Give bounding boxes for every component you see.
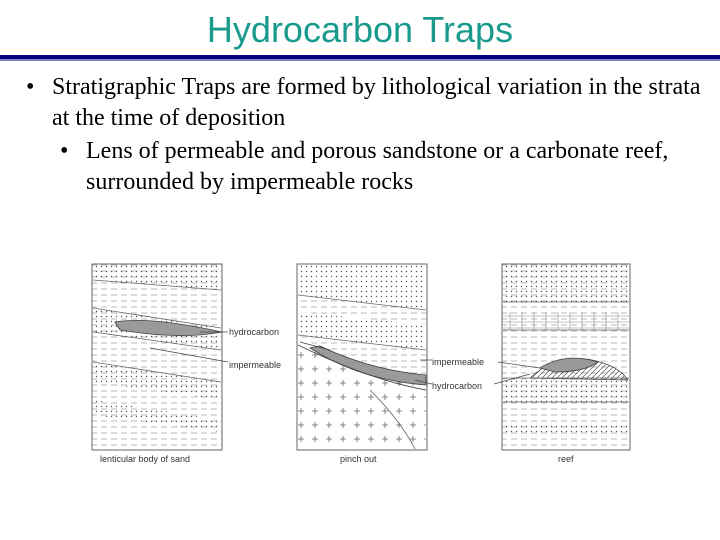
- panel-lenticular: [91, 263, 229, 451]
- caption-lenticular: lenticular body of sand: [100, 454, 190, 464]
- trap-diagrams-svg: hydrocarbon impermeable lenticular body …: [91, 263, 631, 464]
- caption-pinch-out: pinch out: [340, 454, 377, 464]
- sub-bullet-lens: Lens of permeable and porous sandstone o…: [60, 136, 706, 198]
- bullet-stratigraphic-traps: Stratigraphic Traps are formed by lithol…: [26, 72, 706, 134]
- caption-reef: reef: [558, 454, 574, 464]
- label-hydrocarbon-2: hydrocarbon: [432, 381, 482, 391]
- trap-diagrams-figure: hydrocarbon impermeable lenticular body …: [0, 250, 720, 480]
- panel-reef: [493, 263, 631, 451]
- title-divider-shadow: [0, 59, 720, 61]
- slide-title: Hydrocarbon Traps: [206, 9, 514, 50]
- label-impermeable-1: impermeable: [229, 360, 281, 370]
- panel-pinch-out: [296, 263, 433, 451]
- label-impermeable-2: impermeable: [432, 357, 484, 367]
- label-hydrocarbon-1: hydrocarbon: [229, 327, 279, 337]
- bullet-list: Stratigraphic Traps are formed by lithol…: [26, 72, 706, 198]
- title-divider: [0, 55, 720, 59]
